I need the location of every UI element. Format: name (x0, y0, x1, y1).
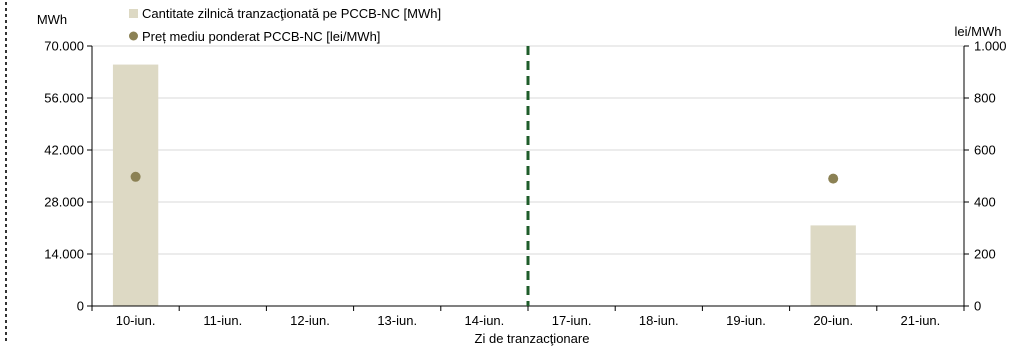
price-point (130, 171, 141, 182)
x-tick-label: 11-iun. (203, 313, 242, 328)
legend-point-label: Preț mediu ponderat PCCB-NC [lei/MWh] (142, 29, 380, 44)
right-tick-label: 200 (974, 247, 996, 262)
bar (810, 225, 856, 306)
left-tick-label: 0 (77, 299, 84, 314)
price-point (828, 173, 839, 184)
left-tick-label: 70.000 (44, 39, 84, 54)
right-tick-label: 800 (974, 91, 996, 106)
legend-bar-label: Cantitate zilnică tranzacţionată pe PCCB… (142, 6, 441, 21)
bar (112, 64, 159, 306)
x-tick-label: 21-iun. (901, 313, 941, 328)
right-tick-label: 400 (974, 195, 996, 210)
left-tick-label: 28.000 (44, 195, 84, 210)
left-tick-label: 56.000 (44, 91, 84, 106)
left-tick-label: 14.000 (44, 247, 84, 262)
legend: Cantitate zilnică tranzacţionată pe PCCB… (129, 6, 441, 44)
left-tick-label: 42.000 (44, 143, 84, 158)
x-axis-title: Zi de tranzacţionare (475, 331, 590, 346)
right-tick-label: 1.000 (974, 39, 1007, 54)
right-tick-label: 600 (974, 143, 996, 158)
right-axis-unit: lei/MWh (955, 24, 1002, 39)
x-tick-label: 20-iun. (813, 313, 853, 328)
bar-series (112, 64, 856, 306)
x-tick-label: 13-iun. (377, 313, 417, 328)
x-tick-label: 10-iun. (116, 313, 156, 328)
price-series (130, 171, 839, 184)
axes: 0 14.000 28.000 42.000 56.000 70.000 0 200 400 60… (44, 39, 1006, 329)
x-tick-label: 18-iun. (639, 313, 679, 328)
legend-point-swatch (129, 31, 138, 41)
left-axis-unit: MWh (37, 12, 67, 27)
x-tick-label: 17-iun. (552, 313, 592, 328)
right-tick-label: 0 (974, 299, 981, 314)
legend-bar-swatch (129, 9, 138, 18)
x-tick-label: 14-iun. (465, 313, 505, 328)
x-tick-label: 19-iun. (726, 313, 766, 328)
x-tick-label: 12-iun. (290, 313, 330, 328)
